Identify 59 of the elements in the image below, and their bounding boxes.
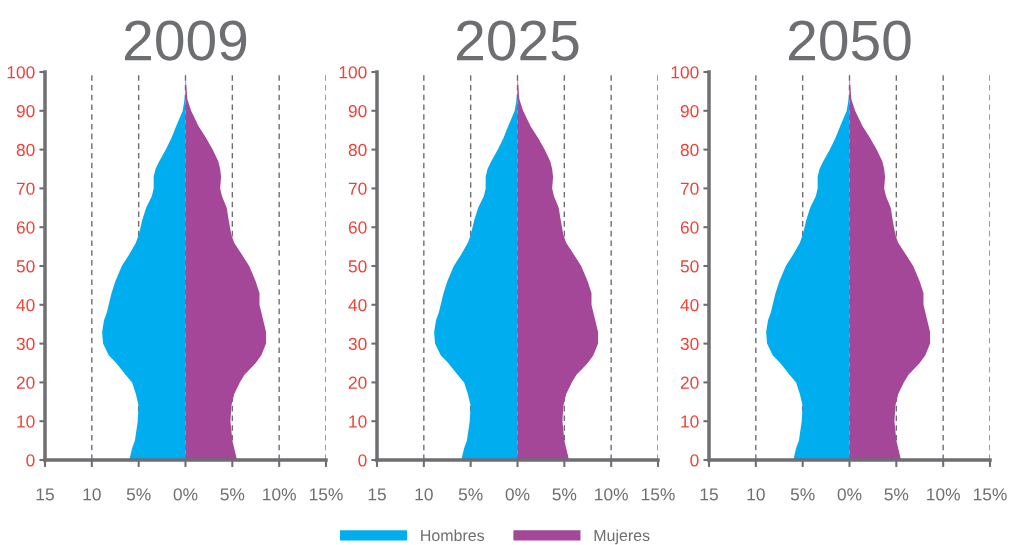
y-tick-label: 20 (348, 376, 367, 389)
y-tick-label: 30 (348, 337, 367, 351)
x-tick-label: 10 (83, 488, 101, 501)
y-tick-label: 90 (16, 104, 35, 118)
x-tick-label: 15 (368, 488, 386, 501)
chart-title: 2025 (457, 20, 579, 61)
y-tick-label: 90 (680, 104, 699, 118)
y-tick-label: 100 (671, 66, 699, 79)
x-tick-label: 5% (126, 488, 151, 501)
chart-title: 2009 (125, 20, 247, 61)
y-tick-label: 0 (358, 454, 367, 467)
x-tick-label: 0% (173, 488, 198, 501)
legend-label: Hombres (421, 529, 485, 542)
y-tick-label: 0 (690, 454, 699, 467)
x-tick-label: 10% (263, 488, 296, 501)
y-tick-label: 0 (26, 454, 35, 467)
legend-label: Mujeres (594, 529, 650, 545)
x-tick-label: 10% (927, 488, 960, 501)
y-tick-label: 60 (16, 221, 35, 234)
x-tick-label: 15% (641, 488, 675, 501)
y-tick-label: 60 (348, 221, 367, 234)
x-tick-label: 5% (790, 488, 815, 501)
y-tick-label: 100 (339, 66, 367, 79)
y-tick-label: 50 (16, 260, 35, 273)
y-tick-label: 70 (348, 182, 367, 195)
y-tick-label: 50 (348, 260, 367, 273)
y-tick-label: 70 (680, 182, 699, 195)
y-tick-label: 20 (16, 376, 35, 389)
x-tick-label: 0% (505, 488, 530, 501)
x-tick-label: 15% (309, 488, 343, 501)
y-tick-label: 70 (16, 182, 35, 195)
x-tick-label: 0% (837, 488, 862, 501)
y-tick-label: 40 (16, 298, 35, 312)
y-tick-label: 90 (348, 104, 367, 118)
y-tick-label: 20 (680, 376, 699, 389)
y-tick-label: 10 (17, 415, 35, 428)
x-tick-label: 5% (220, 488, 245, 501)
x-tick-label: 10% (595, 488, 628, 501)
y-tick-label: 80 (16, 143, 35, 157)
x-tick-label: 5% (552, 488, 577, 501)
y-tick-label: 10 (349, 415, 367, 428)
x-tick-label: 15 (36, 488, 54, 501)
y-tick-label: 80 (348, 143, 367, 157)
y-tick-label: 30 (680, 337, 699, 351)
x-tick-label: 5% (884, 488, 909, 501)
y-tick-label: 80 (680, 143, 699, 157)
chart-title: 2050 (789, 20, 911, 61)
x-tick-label: 10 (747, 488, 765, 501)
x-tick-label: 15 (700, 488, 718, 501)
x-tick-label: 5% (458, 488, 483, 501)
x-tick-label: 10 (415, 488, 433, 501)
y-tick-label: 30 (16, 337, 35, 351)
y-tick-label: 40 (348, 298, 367, 312)
y-tick-label: 40 (680, 298, 699, 312)
y-tick-label: 60 (680, 221, 699, 234)
y-tick-label: 50 (680, 260, 699, 273)
y-tick-label: 10 (681, 415, 699, 428)
y-tick-label: 100 (7, 66, 35, 79)
x-tick-label: 15% (973, 488, 1007, 501)
